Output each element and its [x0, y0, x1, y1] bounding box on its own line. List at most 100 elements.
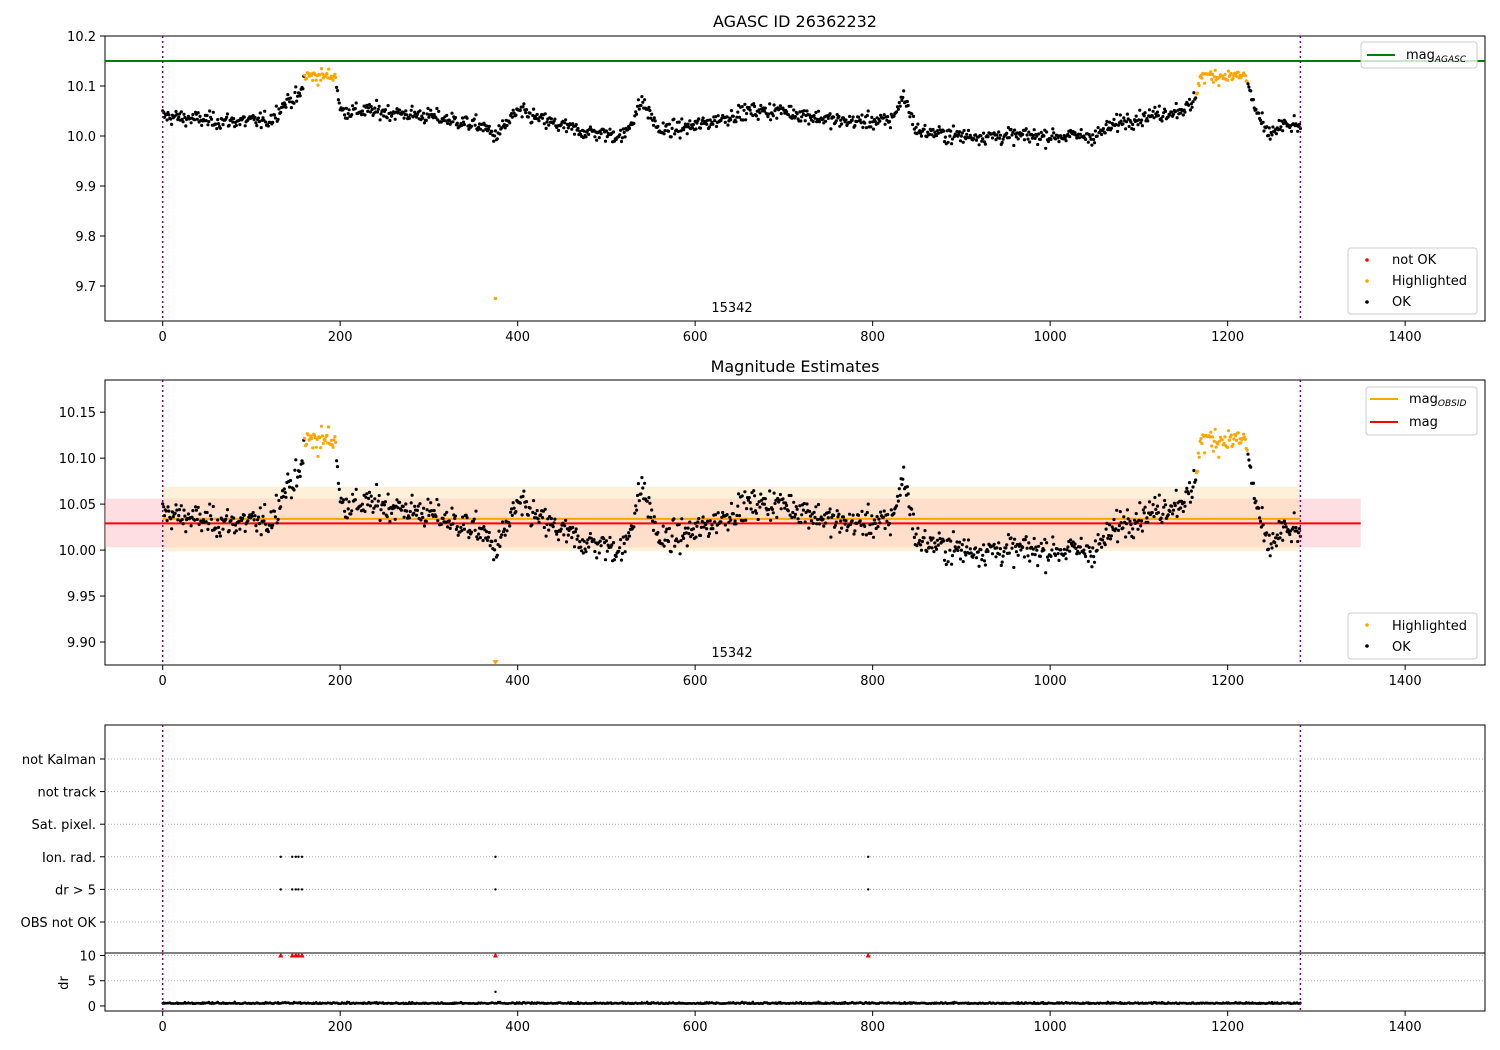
data-point — [1100, 132, 1104, 137]
data-point — [802, 501, 806, 506]
data-point — [982, 131, 986, 135]
data-point — [1026, 554, 1030, 558]
data-point — [1262, 539, 1266, 543]
data-point — [420, 511, 424, 516]
data-point — [998, 133, 1003, 137]
data-point — [796, 517, 800, 521]
data-point — [162, 115, 167, 119]
data-point — [501, 520, 505, 524]
data-point — [931, 536, 935, 540]
data-point — [812, 510, 816, 514]
data-point — [960, 543, 964, 547]
data-point — [191, 509, 195, 513]
data-point — [672, 117, 676, 121]
data-point — [429, 108, 433, 112]
data-point — [1028, 559, 1032, 563]
data-point — [792, 500, 796, 504]
data-point — [734, 522, 738, 526]
data-point — [446, 121, 450, 125]
data-point — [1124, 127, 1128, 131]
data-point — [385, 116, 389, 120]
data-point — [571, 525, 575, 530]
data-point — [234, 123, 238, 128]
data-point — [716, 114, 720, 118]
data-point — [786, 113, 790, 117]
data-point — [528, 111, 532, 115]
data-point — [200, 123, 204, 127]
data-point — [1296, 539, 1300, 544]
data-point — [658, 539, 662, 543]
data-point — [790, 515, 794, 520]
data-point — [436, 519, 440, 523]
data-point — [1262, 129, 1266, 133]
data-point — [676, 129, 680, 134]
data-point — [927, 545, 932, 549]
data-point — [814, 505, 818, 509]
magnitude-estimates-panel: Magnitude Estimates 9.909.9510.0010.0510… — [59, 357, 1486, 689]
data-point — [225, 514, 229, 518]
data-point — [1037, 132, 1041, 136]
data-point — [937, 531, 941, 535]
data-point — [1197, 83, 1201, 88]
data-point — [354, 487, 358, 491]
data-point — [275, 521, 279, 525]
data-point — [878, 521, 882, 525]
data-point — [521, 494, 525, 498]
data-point — [853, 529, 857, 533]
data-point — [1157, 493, 1161, 497]
data-point — [497, 124, 501, 128]
data-point — [243, 124, 247, 128]
data-point — [803, 119, 807, 123]
data-point — [486, 535, 490, 539]
data-point — [1011, 130, 1015, 134]
data-point — [186, 512, 190, 516]
data-point — [1161, 512, 1165, 516]
data-point — [713, 119, 717, 123]
data-point — [1200, 76, 1204, 80]
data-point — [170, 510, 174, 514]
data-point — [472, 517, 476, 521]
data-point — [844, 519, 848, 523]
data-point — [789, 493, 793, 498]
data-point — [314, 78, 318, 82]
y-tick-label: 10.15 — [59, 406, 96, 421]
data-point — [1093, 539, 1097, 543]
data-point — [650, 508, 654, 512]
data-point — [688, 520, 692, 524]
data-point — [164, 113, 168, 117]
data-point — [998, 552, 1002, 556]
data-point — [499, 535, 503, 539]
data-point — [828, 112, 832, 116]
data-point — [367, 496, 371, 501]
obsid-label: 15342 — [711, 646, 752, 661]
data-point — [1232, 437, 1236, 441]
data-point — [503, 126, 507, 130]
data-point — [176, 118, 180, 122]
data-point — [851, 115, 855, 119]
data-point — [807, 526, 811, 530]
data-point — [869, 125, 873, 129]
data-point — [1116, 528, 1121, 533]
data-point — [647, 496, 651, 500]
data-point — [456, 533, 460, 537]
flag-row-label: Sat. pixel. — [32, 818, 96, 833]
y-tick-label: 5 — [88, 975, 96, 990]
data-point — [1142, 511, 1146, 515]
data-point — [167, 113, 171, 117]
data-point — [690, 533, 695, 537]
data-point — [1171, 508, 1176, 512]
data-point — [865, 510, 869, 515]
data-point — [958, 557, 963, 561]
data-point — [1045, 555, 1050, 559]
data-point — [1107, 533, 1111, 538]
data-point — [562, 126, 566, 130]
data-point — [1032, 128, 1036, 132]
data-point — [731, 114, 735, 118]
data-point — [485, 124, 489, 128]
data-point — [1270, 133, 1274, 137]
data-point — [635, 508, 639, 512]
data-point — [1045, 130, 1049, 134]
data-point — [809, 519, 814, 523]
data-point — [196, 111, 200, 115]
data-point — [1155, 504, 1160, 508]
